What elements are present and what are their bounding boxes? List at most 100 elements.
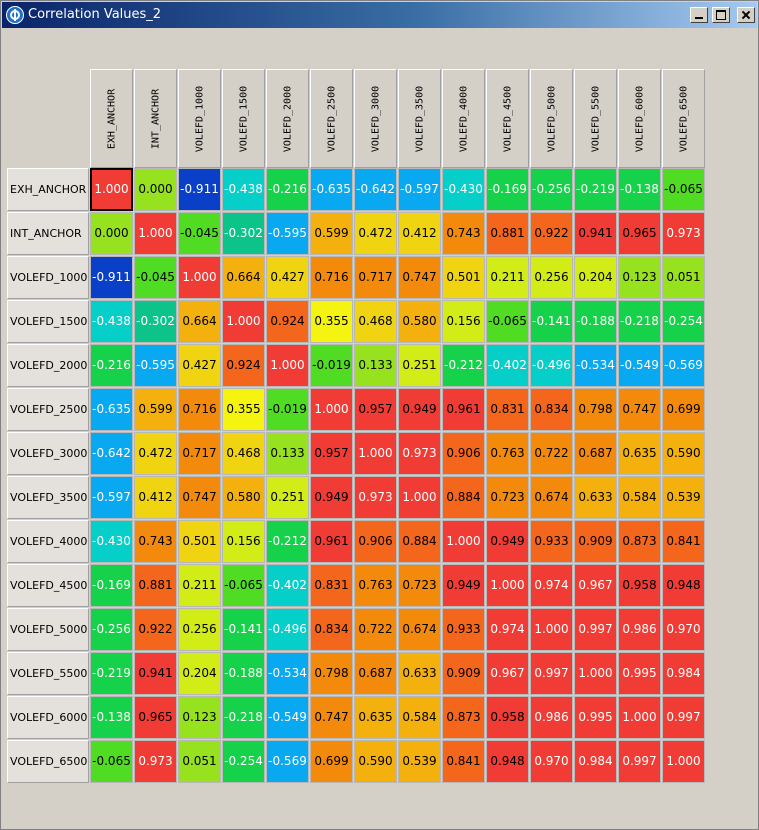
matrix-cell[interactable]: -0.141 — [530, 300, 573, 343]
matrix-cell[interactable]: 0.834 — [310, 608, 353, 651]
matrix-cell[interactable]: 0.716 — [310, 256, 353, 299]
row-header[interactable]: EXH_ANCHOR — [7, 168, 89, 211]
matrix-cell[interactable]: 0.873 — [618, 520, 661, 563]
matrix-cell[interactable]: 0.633 — [574, 476, 617, 519]
matrix-cell[interactable]: 0.961 — [310, 520, 353, 563]
column-header[interactable]: VOLEFD_2000 — [266, 69, 309, 168]
matrix-cell[interactable]: 0.798 — [574, 388, 617, 431]
matrix-cell[interactable]: 0.501 — [178, 520, 221, 563]
matrix-cell[interactable]: 0.906 — [354, 520, 397, 563]
matrix-cell[interactable]: 0.948 — [486, 740, 529, 783]
matrix-cell[interactable]: 0.941 — [574, 212, 617, 255]
matrix-cell[interactable]: 0.156 — [222, 520, 265, 563]
matrix-cell[interactable]: 0.664 — [222, 256, 265, 299]
column-header[interactable]: VOLEFD_5000 — [530, 69, 573, 168]
matrix-cell[interactable]: 0.922 — [134, 608, 177, 651]
matrix-cell[interactable]: 0.635 — [354, 696, 397, 739]
column-header[interactable]: VOLEFD_3500 — [398, 69, 441, 168]
matrix-cell[interactable]: -0.218 — [222, 696, 265, 739]
matrix-cell[interactable]: 1.000 — [354, 432, 397, 475]
matrix-cell[interactable]: 0.973 — [134, 740, 177, 783]
matrix-cell[interactable]: 1.000 — [442, 520, 485, 563]
matrix-cell[interactable]: 0.974 — [530, 564, 573, 607]
title-bar[interactable]: Correlation Values_2 — [2, 2, 757, 28]
matrix-cell[interactable]: 0.723 — [486, 476, 529, 519]
matrix-cell[interactable]: 0.635 — [618, 432, 661, 475]
matrix-cell[interactable]: -0.019 — [310, 344, 353, 387]
matrix-cell[interactable]: 0.580 — [398, 300, 441, 343]
matrix-cell[interactable]: 0.251 — [398, 344, 441, 387]
matrix-cell[interactable]: -0.569 — [266, 740, 309, 783]
matrix-cell[interactable]: -0.595 — [266, 212, 309, 255]
row-header[interactable]: VOLEFD_2500 — [7, 388, 89, 431]
maximize-button[interactable] — [712, 7, 730, 23]
matrix-cell[interactable]: -0.595 — [134, 344, 177, 387]
row-header[interactable]: VOLEFD_3500 — [7, 476, 89, 519]
matrix-cell[interactable]: 0.123 — [618, 256, 661, 299]
matrix-cell[interactable]: 1.000 — [486, 564, 529, 607]
matrix-cell[interactable]: -0.254 — [222, 740, 265, 783]
matrix-cell[interactable]: 0.472 — [354, 212, 397, 255]
matrix-cell[interactable]: 0.123 — [178, 696, 221, 739]
column-header[interactable]: VOLEFD_6500 — [662, 69, 705, 168]
matrix-cell[interactable]: 0.687 — [354, 652, 397, 695]
matrix-cell[interactable]: -0.911 — [90, 256, 133, 299]
matrix-cell[interactable]: -0.496 — [266, 608, 309, 651]
matrix-cell[interactable]: 0.841 — [662, 520, 705, 563]
matrix-cell[interactable]: -0.212 — [442, 344, 485, 387]
column-header[interactable]: VOLEFD_1500 — [222, 69, 265, 168]
matrix-cell[interactable]: 0.986 — [618, 608, 661, 651]
matrix-cell[interactable]: -0.534 — [266, 652, 309, 695]
matrix-cell[interactable]: 1.000 — [574, 652, 617, 695]
matrix-cell[interactable]: 0.967 — [486, 652, 529, 695]
close-button[interactable] — [737, 7, 755, 23]
matrix-cell[interactable]: 0.965 — [618, 212, 661, 255]
matrix-cell[interactable]: -0.065 — [662, 168, 705, 211]
matrix-cell[interactable]: 0.539 — [398, 740, 441, 783]
matrix-cell[interactable]: -0.218 — [618, 300, 661, 343]
matrix-cell[interactable]: 0.834 — [530, 388, 573, 431]
matrix-cell[interactable]: 0.841 — [442, 740, 485, 783]
matrix-cell[interactable]: -0.212 — [266, 520, 309, 563]
matrix-cell[interactable]: 0.763 — [486, 432, 529, 475]
matrix-cell[interactable]: 0.984 — [574, 740, 617, 783]
row-header[interactable]: VOLEFD_4000 — [7, 520, 89, 563]
matrix-cell[interactable]: -0.534 — [574, 344, 617, 387]
column-header[interactable]: VOLEFD_5500 — [574, 69, 617, 168]
matrix-cell[interactable]: 0.997 — [618, 740, 661, 783]
matrix-cell[interactable]: 0.211 — [178, 564, 221, 607]
matrix-cell[interactable]: -0.065 — [222, 564, 265, 607]
matrix-cell[interactable]: 0.881 — [134, 564, 177, 607]
matrix-cell[interactable]: 0.051 — [662, 256, 705, 299]
matrix-cell[interactable]: -0.549 — [266, 696, 309, 739]
row-header[interactable]: VOLEFD_3000 — [7, 432, 89, 475]
matrix-cell[interactable]: -0.019 — [266, 388, 309, 431]
matrix-cell[interactable]: 0.873 — [442, 696, 485, 739]
matrix-cell[interactable]: 0.965 — [134, 696, 177, 739]
matrix-cell[interactable]: 0.933 — [530, 520, 573, 563]
matrix-cell[interactable]: 0.970 — [530, 740, 573, 783]
matrix-cell[interactable]: 0.427 — [266, 256, 309, 299]
matrix-cell[interactable]: 0.957 — [354, 388, 397, 431]
matrix-cell[interactable]: 0.949 — [310, 476, 353, 519]
matrix-cell[interactable]: -0.438 — [222, 168, 265, 211]
matrix-cell[interactable]: 0.743 — [442, 212, 485, 255]
matrix-cell[interactable]: -0.169 — [90, 564, 133, 607]
matrix-cell[interactable]: 0.699 — [662, 388, 705, 431]
matrix-cell[interactable]: 0.909 — [442, 652, 485, 695]
matrix-cell[interactable]: 1.000 — [90, 168, 133, 211]
matrix-cell[interactable]: 0.763 — [354, 564, 397, 607]
matrix-cell[interactable]: 0.000 — [90, 212, 133, 255]
matrix-cell[interactable]: 0.997 — [662, 696, 705, 739]
matrix-cell[interactable]: -0.216 — [266, 168, 309, 211]
matrix-cell[interactable]: 0.970 — [662, 608, 705, 651]
column-header[interactable]: VOLEFD_1000 — [178, 69, 221, 168]
matrix-cell[interactable]: 0.204 — [574, 256, 617, 299]
matrix-cell[interactable]: 0.211 — [486, 256, 529, 299]
matrix-cell[interactable]: -0.549 — [618, 344, 661, 387]
matrix-cell[interactable]: 0.973 — [662, 212, 705, 255]
matrix-cell[interactable]: 0.664 — [178, 300, 221, 343]
matrix-cell[interactable]: -0.438 — [90, 300, 133, 343]
matrix-cell[interactable]: 0.922 — [530, 212, 573, 255]
matrix-cell[interactable]: 0.948 — [662, 564, 705, 607]
